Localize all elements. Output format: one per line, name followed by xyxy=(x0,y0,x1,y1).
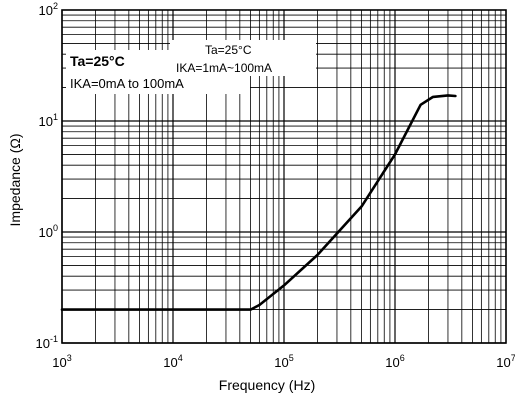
impedance-curve xyxy=(60,94,457,311)
x-tick-label: 104 xyxy=(163,353,182,370)
annotation-right-line2: IKA=1mA~100mA xyxy=(176,61,272,75)
plot-frame xyxy=(61,9,507,344)
annotation-left-line1: Ta=25°C xyxy=(70,53,125,69)
x-tick-label: 103 xyxy=(52,353,71,370)
y-tick-label: 10-1 xyxy=(36,334,58,351)
y-axis-label: Impedance (Ω) xyxy=(7,134,23,227)
x-tick-label: 107 xyxy=(496,353,515,370)
x-tick-label: 106 xyxy=(385,353,404,370)
y-tick-label: 102 xyxy=(39,1,58,18)
tick-labels: 103 104 105 106 107 10-1 100 101 102 xyxy=(36,1,515,370)
annotation-right-line1: Ta=25°C xyxy=(205,43,252,57)
x-axis-label: Frequency (Hz) xyxy=(219,377,315,393)
x-tick-label: 105 xyxy=(274,353,293,370)
annotation-left-line2: IKA=0mA to 100mA xyxy=(70,76,184,91)
y-tick-label: 101 xyxy=(39,112,58,129)
y-tick-label: 100 xyxy=(39,223,58,240)
annotation-right: Ta=25°C IKA=1mA~100mA xyxy=(170,40,316,76)
